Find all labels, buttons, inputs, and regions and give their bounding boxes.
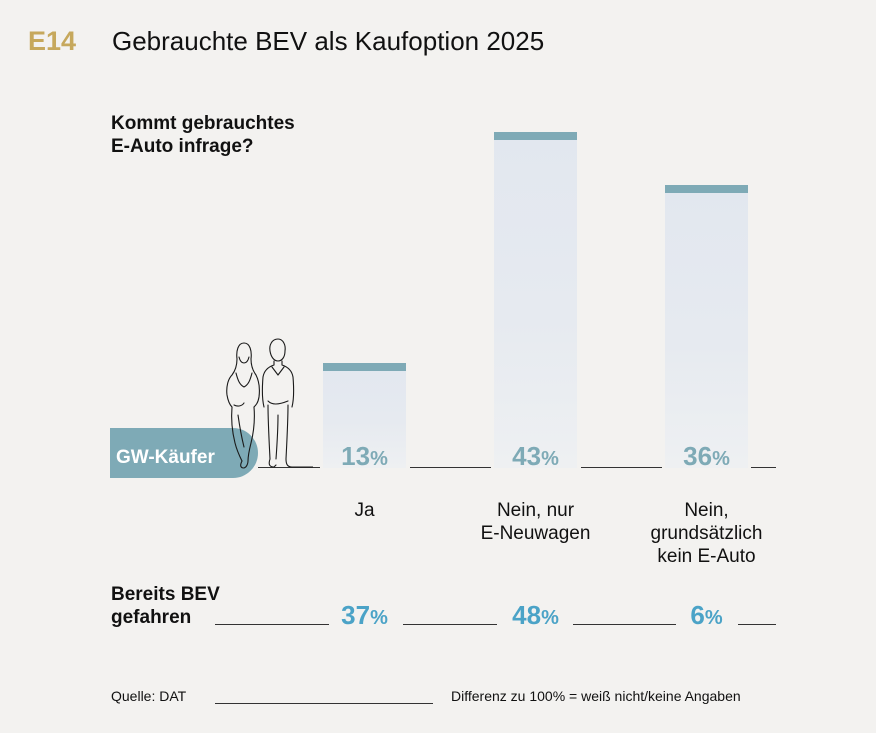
value-number: 6 (690, 600, 705, 630)
baseline-segment (751, 467, 776, 468)
people-illustration-icon (226, 338, 313, 469)
source-text: Quelle: DAT (111, 688, 187, 704)
group-label: GW-Käufer (116, 447, 215, 468)
row2-label-line-2: gefahren (111, 607, 192, 628)
value-number: 37 (341, 600, 371, 630)
category-line: grundsätzlich (650, 523, 763, 544)
row2-label-line-1: Bereits BEV (111, 584, 220, 605)
value-nein-kein-eauto: 36% (665, 441, 748, 472)
category-line: Nein, (684, 500, 729, 521)
value-unit: % (370, 448, 388, 470)
chart-code: E14 (28, 26, 77, 56)
bar-nein-neuwagen (494, 132, 577, 468)
category-line: E-Neuwagen (480, 523, 591, 544)
category-line: Nein, nur (496, 500, 575, 521)
category-line: Ja (354, 500, 375, 521)
row2-label: Bereits BEV gefahren (111, 583, 220, 629)
question-label: Kommt gebrauchtes E-Auto infrage? (111, 112, 295, 158)
bar-cap (665, 185, 748, 193)
category-line: kein E-Auto (657, 546, 756, 567)
baseline-segment (581, 467, 662, 468)
bar-ja (323, 363, 406, 468)
value-number: 48 (512, 600, 542, 630)
baseline-segment (258, 467, 320, 468)
category-label-nein-kein-eauto: Nein, grundsätzlich kein E-Auto (626, 499, 787, 568)
bar-nein-kein-eauto (665, 185, 748, 468)
value-number: 13 (341, 441, 371, 471)
bar-cap (323, 363, 406, 371)
value-ja: 13% (323, 441, 406, 472)
bar-cap (494, 132, 577, 140)
chart-title: Gebrauchte BEV als Kaufoption 2025 (112, 26, 545, 56)
value-unit: % (541, 448, 559, 470)
value-unit: % (704, 607, 723, 629)
value-number: 36 (683, 441, 713, 471)
question-line-2: E-Auto infrage? (111, 136, 254, 157)
value-unit: % (370, 607, 388, 629)
value-nein-neuwagen: 43% (494, 441, 577, 472)
row2-segment (738, 624, 776, 625)
baseline-segment (410, 467, 491, 468)
category-label-nein-neuwagen: Nein, nur E-Neuwagen (460, 499, 611, 545)
footer-divider (215, 703, 433, 704)
row2-segment (215, 624, 329, 625)
row2-segment (403, 624, 497, 625)
row2-value-ja: 37% (323, 600, 406, 631)
value-unit: % (712, 448, 730, 470)
value-unit: % (541, 607, 559, 629)
category-label-ja: Ja (304, 499, 425, 522)
row2-segment (573, 624, 676, 625)
value-number: 43 (512, 441, 542, 471)
footnote-text: Differenz zu 100% = weiß nicht/keine Ang… (451, 688, 741, 704)
question-line-1: Kommt gebrauchtes (111, 113, 295, 134)
row2-value-nein-neuwagen: 48% (494, 600, 577, 631)
row2-value-nein-kein-eauto: 6% (665, 600, 748, 631)
